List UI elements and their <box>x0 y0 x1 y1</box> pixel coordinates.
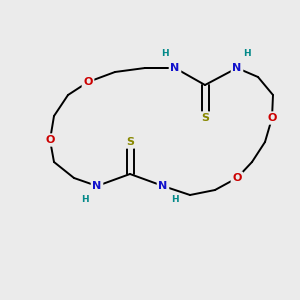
Text: N: N <box>92 181 102 191</box>
Text: S: S <box>126 137 134 147</box>
Text: H: H <box>243 50 251 58</box>
Text: N: N <box>170 63 180 73</box>
Text: H: H <box>171 196 179 205</box>
Text: O: O <box>267 113 277 123</box>
Text: O: O <box>232 173 242 183</box>
Text: H: H <box>161 50 169 58</box>
Text: O: O <box>83 77 93 87</box>
Text: S: S <box>201 113 209 123</box>
Text: H: H <box>81 196 89 205</box>
Text: O: O <box>45 135 55 145</box>
Text: N: N <box>232 63 242 73</box>
Text: N: N <box>158 181 168 191</box>
